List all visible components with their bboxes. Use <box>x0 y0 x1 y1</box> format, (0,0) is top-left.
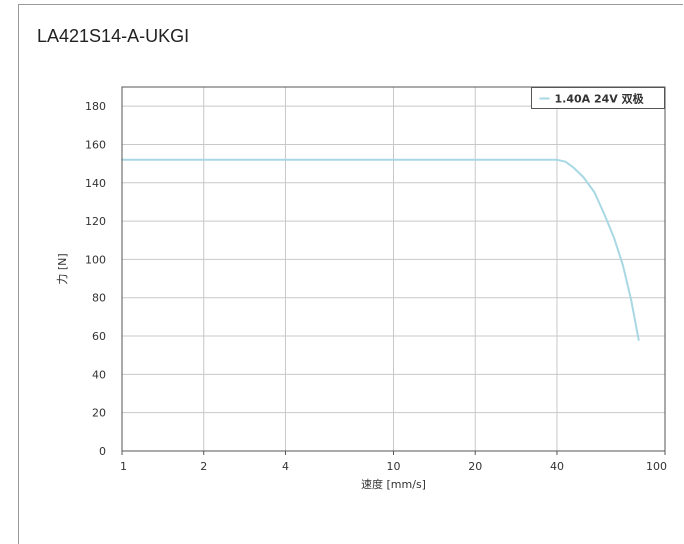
y-tick-label: 0 <box>99 445 106 458</box>
x-tick-label: 4 <box>282 460 289 473</box>
x-tick-label: 10 <box>387 460 401 473</box>
x-tick-label: 20 <box>468 460 482 473</box>
y-tick-labels: 0 20 40 60 80 100 120 140 160 180 <box>85 100 106 458</box>
y-tick-label: 120 <box>85 215 106 228</box>
y-tick-label: 180 <box>85 100 106 113</box>
x-tick-label: 100 <box>646 460 667 473</box>
chart-title: LA421S14-A-UKGI <box>37 26 190 46</box>
y-tick-label: 40 <box>92 368 106 381</box>
y-tick-label: 160 <box>85 138 106 151</box>
y-tick-label: 60 <box>92 330 106 343</box>
series-line-0 <box>121 158 640 341</box>
legend: 1.40A 24V 双极 <box>531 87 665 109</box>
y-tick-label: 80 <box>92 292 106 305</box>
x-tick-labels: 1 2 4 10 20 40 100 <box>120 460 667 473</box>
plot-frame <box>121 86 666 452</box>
y-axis-label: 力 [N] <box>56 253 69 284</box>
x-tick-label: 2 <box>200 460 207 473</box>
y-tick-label: 140 <box>85 177 106 190</box>
x-tick-label: 40 <box>550 460 564 473</box>
series-layer <box>121 158 640 341</box>
x-axis-label: 速度 [mm/s] <box>361 477 426 491</box>
y-tick-label: 100 <box>85 253 106 266</box>
y-tick-label: 20 <box>92 407 106 420</box>
x-tick-label: 1 <box>120 460 127 473</box>
legend-label: 1.40A 24V 双极 <box>555 92 645 106</box>
legend-box <box>531 87 665 109</box>
grid <box>121 87 666 455</box>
